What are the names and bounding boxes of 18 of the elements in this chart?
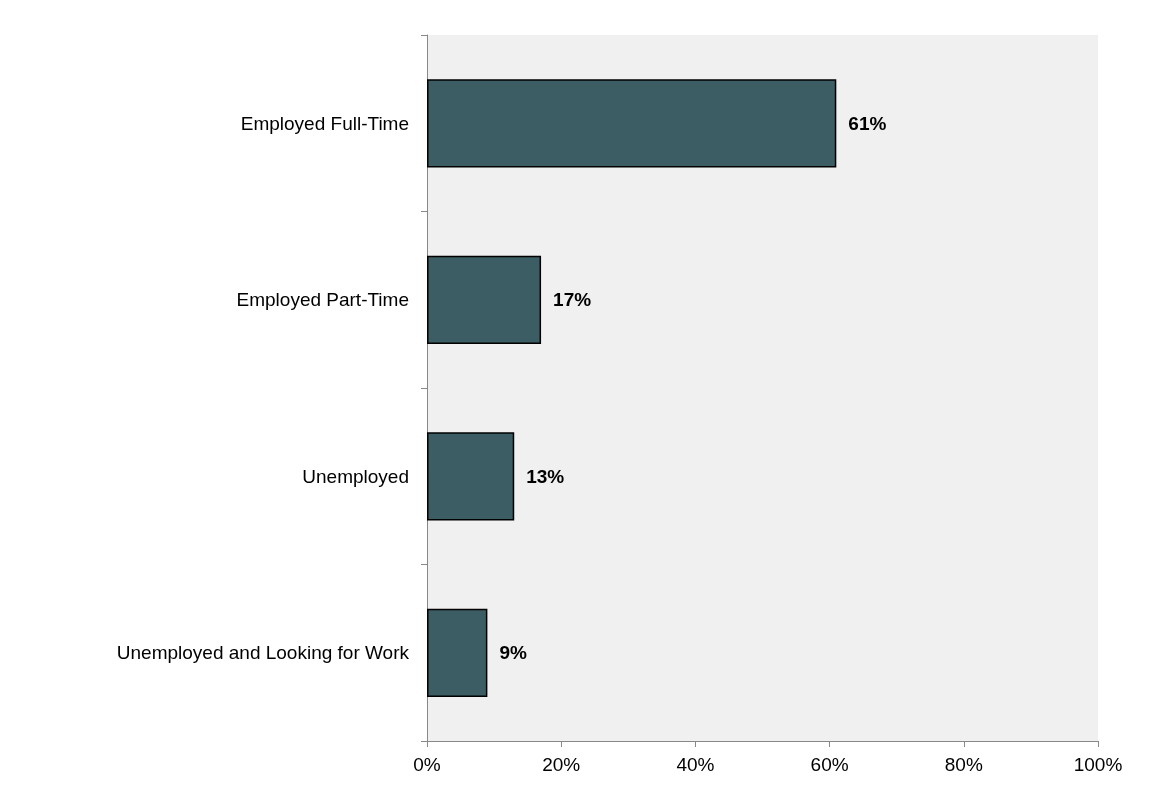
data-label: 13% xyxy=(526,465,565,487)
x-tick-label: 80% xyxy=(944,754,983,775)
data-label: 9% xyxy=(499,642,527,664)
bar xyxy=(427,608,488,697)
bar xyxy=(427,432,515,521)
bar xyxy=(427,79,837,168)
x-tick-label: 100% xyxy=(1073,754,1123,775)
data-label: 17% xyxy=(553,289,592,311)
data-label: 61% xyxy=(848,112,887,134)
bar xyxy=(427,255,542,344)
x-tick-label: 0% xyxy=(413,754,441,775)
y-tick-label: Employed Part-Time xyxy=(236,289,409,311)
y-tick-label: Employed Full-Time xyxy=(240,112,409,134)
y-tick-label: Unemployed xyxy=(302,465,409,487)
y-tick-label: Unemployed and Looking for Work xyxy=(116,642,410,664)
x-tick-label: 40% xyxy=(676,754,715,775)
x-tick-label: 20% xyxy=(542,754,581,775)
x-tick-label: 60% xyxy=(810,754,849,775)
